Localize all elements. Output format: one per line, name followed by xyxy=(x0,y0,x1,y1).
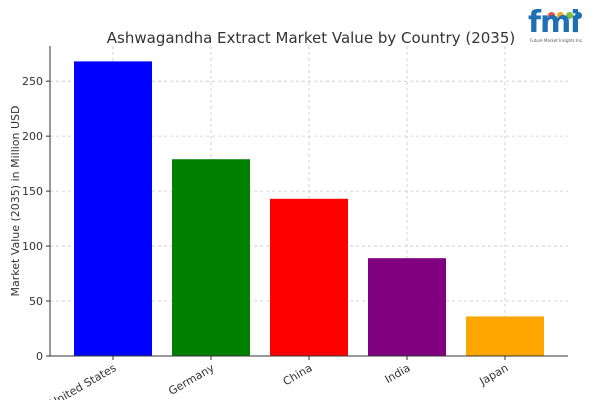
y-tick-label: 100 xyxy=(22,240,43,253)
x-tick-label: United States xyxy=(47,361,118,400)
logo-dot-2 xyxy=(557,12,564,19)
x-tick-label: Germany xyxy=(166,361,217,398)
y-tick-label: 200 xyxy=(22,130,43,143)
x-tick-label: China xyxy=(281,361,315,388)
chart-title: Ashwagandha Extract Market Value by Coun… xyxy=(107,29,515,47)
y-tick-label: 150 xyxy=(22,185,43,198)
logo-tagline: Future Market Insights Inc. xyxy=(530,38,584,43)
brand-logo: fmi Future Market Insights Inc. xyxy=(526,4,592,44)
bar-china xyxy=(270,198,348,356)
y-tick-label: 50 xyxy=(29,295,43,308)
bar-united-states xyxy=(74,61,152,356)
bar-india xyxy=(368,258,446,356)
x-tick-label: India xyxy=(383,361,413,386)
logo-dot-3 xyxy=(566,12,573,19)
logo-dot-1 xyxy=(548,12,555,19)
x-tick-label: Japan xyxy=(477,361,511,388)
y-tick-label: 250 xyxy=(22,75,43,88)
x-ticks: United States Germany China India Japan xyxy=(47,356,511,400)
bar-germany xyxy=(172,159,250,356)
bars xyxy=(74,61,544,356)
logo-dot-4 xyxy=(575,12,582,19)
logo-mark: fmi xyxy=(528,5,581,40)
logo-dots xyxy=(548,4,584,19)
y-ticks: 0 50 100 150 200 250 xyxy=(22,75,50,363)
y-axis-label: Market Value (2035) in Million USD xyxy=(9,105,22,296)
bar-japan xyxy=(466,316,544,356)
y-tick-label: 0 xyxy=(36,350,43,363)
